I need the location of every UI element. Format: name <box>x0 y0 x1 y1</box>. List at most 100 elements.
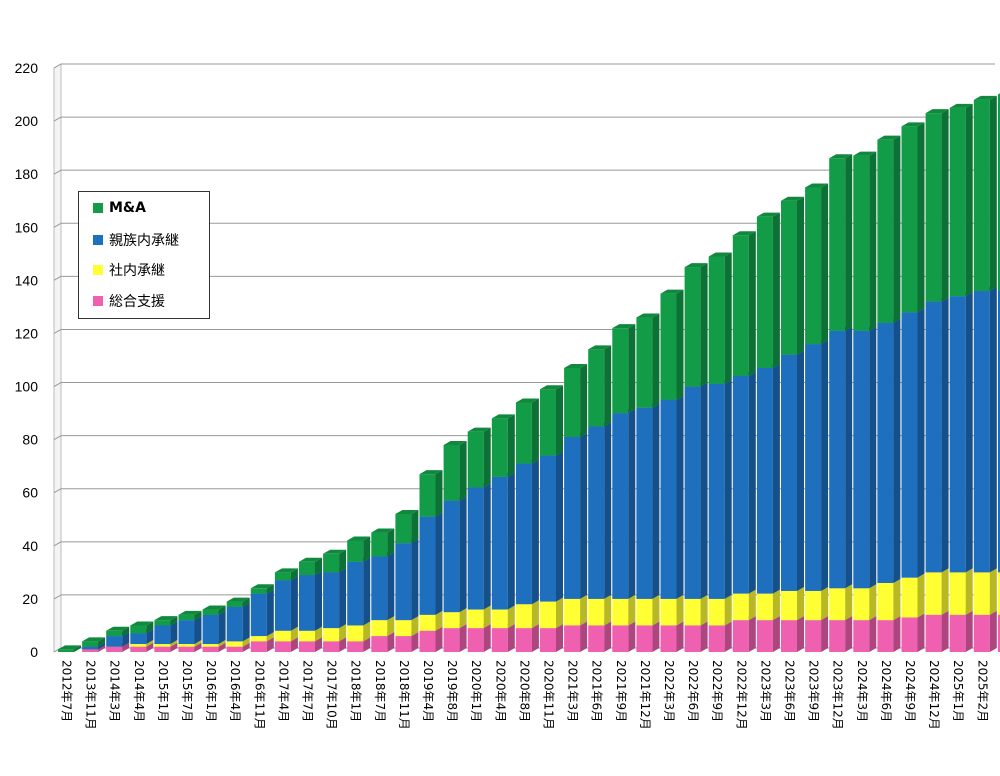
bar-stack <box>684 263 708 652</box>
bar-segment-top <box>202 605 226 610</box>
bar-stack <box>973 95 997 652</box>
bar-segment-side <box>483 624 491 652</box>
bar-segment <box>226 641 243 647</box>
bar-segment <box>467 487 484 610</box>
legend-label-family: 親族内承継 <box>109 233 179 249</box>
bar-segment <box>467 431 484 488</box>
bar-segment <box>997 614 1000 652</box>
bar-segment <box>564 598 581 626</box>
bar-segment-side <box>531 600 539 629</box>
bar-segment <box>612 598 629 626</box>
x-tick-label: 2023年6月 <box>783 660 797 722</box>
bar-stack <box>997 93 1000 652</box>
bar-segment-side <box>941 568 949 615</box>
y-tick-label: 40 <box>22 538 38 554</box>
bar-segment <box>781 620 797 652</box>
bar-segment <box>226 606 243 642</box>
bar-segment-side <box>315 637 322 652</box>
x-tick-label: 2024年6月 <box>879 660 893 722</box>
bar-segment <box>82 646 99 650</box>
bar-segment-side <box>676 395 684 599</box>
legend-label-ma: M&A <box>109 200 146 216</box>
bar-segment <box>106 636 123 647</box>
bar-segment <box>660 598 677 626</box>
bar-segment-side <box>98 642 106 650</box>
chart-back-wall <box>53 63 62 653</box>
bar-segment-top <box>732 231 756 236</box>
bar-segment-top <box>829 154 853 159</box>
bar-segment <box>226 646 243 652</box>
x-tick-label: 2015年7月 <box>180 660 194 722</box>
bar-segment-side <box>989 568 997 615</box>
y-axis-ticks: 0 20 40 60 80 100 120 140 160 180 200 220 <box>15 60 39 660</box>
x-axis-ticks: 2012年7月 2013年11月 2014年3月 2014年4月 2015年1月 2015… <box>60 660 1000 730</box>
bar-segment <box>540 455 556 602</box>
bar-segment <box>997 94 1000 291</box>
bar-segment-side <box>797 586 804 621</box>
bar-segment-side <box>98 637 106 647</box>
bar-segment <box>564 625 581 652</box>
bar-segment-side <box>941 297 949 573</box>
bar-segment-side <box>556 624 563 652</box>
bar-segment-top <box>973 95 997 100</box>
bar-segment <box>925 614 942 652</box>
bar-segment <box>347 561 364 626</box>
bar-segment <box>371 636 388 652</box>
bar-segment <box>829 588 846 621</box>
bar-segment <box>226 601 243 607</box>
bar-segment-side <box>893 135 901 323</box>
bar-segment <box>443 628 460 652</box>
bar-stack <box>901 122 925 652</box>
bar-segment <box>588 625 605 652</box>
bar-segment <box>540 628 556 652</box>
bar-segment-side <box>917 122 925 313</box>
bar-segment-top <box>178 610 202 615</box>
bar-segment <box>443 612 460 629</box>
bar-segment-side <box>700 382 708 599</box>
bar-segment <box>853 620 870 652</box>
bar-segment-top <box>491 414 515 419</box>
bar-segment-side <box>604 594 612 626</box>
x-tick-label: 2025年2月 <box>975 660 989 722</box>
bar-segment <box>491 609 508 629</box>
bar-segment-side <box>965 568 973 615</box>
bar-segment-top <box>443 440 467 445</box>
bar-segment <box>588 598 605 626</box>
bar-segment-side <box>531 624 539 652</box>
bar-segment <box>371 532 388 557</box>
bar-stack <box>154 616 178 652</box>
bar-segment <box>347 641 364 652</box>
bar-stack <box>106 626 130 652</box>
bar-segment-side <box>242 637 250 647</box>
bar-segment-side <box>507 605 515 629</box>
bar-segment <box>949 614 966 652</box>
bar-segment-side <box>700 621 708 652</box>
bar-segment <box>178 646 195 652</box>
bar-segment-side <box>917 573 925 618</box>
bar-segment-top <box>395 509 419 514</box>
bar-segment-side <box>411 616 419 637</box>
x-tick-label: 2025年1月 <box>951 660 965 722</box>
bar-segment-side <box>218 605 226 615</box>
bar-segment-side <box>146 642 154 652</box>
bar-stack <box>853 151 877 652</box>
bar-stack <box>58 645 81 652</box>
gridline-depth <box>53 169 62 175</box>
bar-segment-top <box>323 549 347 554</box>
bar-segment <box>299 561 315 576</box>
x-tick-label: 2015年1月 <box>156 660 170 722</box>
bar-segment-top <box>997 93 1000 95</box>
bar-segment-side <box>604 621 612 652</box>
bar-stack <box>443 440 467 652</box>
bar-segment-side <box>748 371 756 594</box>
bar-segment-top <box>660 289 684 294</box>
bar-segment <box>564 436 581 599</box>
bar-segment-side <box>989 95 997 291</box>
y-tick-label: 80 <box>22 432 38 448</box>
bar-segment-side <box>556 451 563 602</box>
bar-segment-side <box>435 610 443 631</box>
bar-segment-side <box>290 576 298 631</box>
bar-segment-side <box>869 326 877 589</box>
bar-segment <box>58 649 74 652</box>
bar-segment <box>756 620 773 652</box>
